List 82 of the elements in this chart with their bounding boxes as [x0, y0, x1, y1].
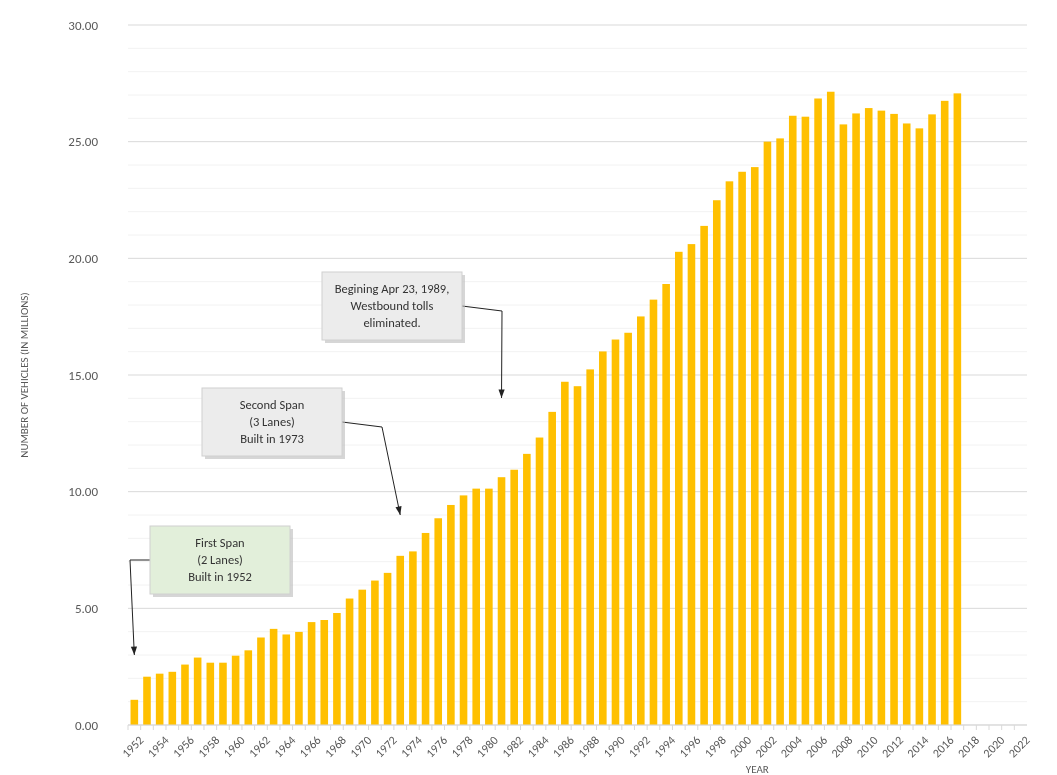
bar	[637, 316, 645, 725]
bar	[750, 167, 759, 725]
bar	[358, 589, 367, 725]
bar	[548, 411, 556, 725]
bar	[345, 598, 354, 725]
bar	[953, 93, 962, 725]
y-tick-label: 15.00	[68, 367, 99, 383]
bar	[814, 98, 822, 725]
y-tick-label: 10.00	[68, 484, 99, 500]
bar	[763, 141, 772, 725]
bar	[738, 171, 746, 725]
x-tick-label: 1970	[347, 733, 375, 761]
bar	[675, 251, 683, 725]
bar	[181, 664, 189, 725]
bar	[725, 181, 734, 725]
bar	[219, 662, 227, 725]
bar	[712, 200, 721, 725]
annotation: Begining Apr 23, 1989, Westbound tolls eliminated.	[334, 281, 450, 331]
bar	[928, 114, 936, 725]
bar	[826, 91, 835, 725]
bar	[168, 671, 177, 725]
bar	[333, 613, 341, 725]
y-tick-label: 25.00	[68, 134, 99, 150]
bar	[801, 116, 810, 725]
bar	[890, 113, 898, 725]
bar	[485, 488, 493, 725]
bar	[523, 453, 531, 725]
bar	[940, 100, 949, 725]
bar	[231, 655, 240, 725]
bar	[687, 244, 696, 725]
bar	[409, 551, 417, 725]
bar	[472, 488, 480, 725]
bar	[611, 339, 620, 725]
y-tick-label: 5.00	[74, 600, 99, 616]
bar	[282, 634, 291, 725]
bar	[915, 128, 924, 725]
bar	[155, 673, 164, 725]
bar	[586, 369, 594, 725]
bar	[852, 113, 860, 725]
bar	[573, 386, 582, 725]
y-tick-label: 20.00	[68, 250, 99, 266]
bar	[535, 437, 544, 725]
x-tick-label: 1960	[220, 733, 248, 761]
bar	[649, 299, 658, 725]
y-axis-title: NUMBER OF VEHICLES (IN MILLIONS)	[18, 292, 31, 458]
bar	[295, 631, 303, 725]
annotation: First Span (2 Lanes) Built in 1952	[188, 535, 252, 585]
bar	[206, 662, 215, 725]
x-tick-label: 1982	[499, 733, 527, 761]
bar	[561, 381, 569, 725]
bar	[902, 123, 911, 725]
bar	[143, 676, 151, 725]
x-tick-label: 1980	[473, 733, 501, 761]
bar	[877, 110, 886, 725]
bar	[244, 650, 253, 725]
bar	[396, 555, 405, 725]
bar	[459, 495, 468, 725]
bar	[269, 628, 278, 725]
y-tick-label: 0.00	[74, 717, 99, 733]
bar	[776, 138, 784, 725]
y-tick-label: 30.00	[68, 17, 99, 33]
bar	[839, 124, 848, 725]
bar	[788, 115, 797, 725]
bar	[599, 351, 607, 725]
x-axis-title: YEAR	[745, 763, 769, 775]
annotation: Second Span (3 Lanes) Built in 1973	[239, 397, 305, 447]
bar	[662, 284, 670, 725]
bar	[257, 637, 265, 725]
x-tick-label: 1990	[600, 733, 628, 761]
bar	[193, 657, 202, 725]
bar	[307, 622, 316, 725]
bar	[624, 332, 632, 725]
bar	[371, 580, 379, 725]
bar	[383, 572, 392, 725]
bar	[434, 518, 443, 725]
bar	[700, 225, 708, 725]
bar	[421, 532, 430, 725]
bar	[497, 477, 506, 725]
bar	[447, 504, 455, 725]
bar	[864, 108, 873, 725]
bar	[320, 620, 329, 725]
bar	[510, 469, 518, 725]
